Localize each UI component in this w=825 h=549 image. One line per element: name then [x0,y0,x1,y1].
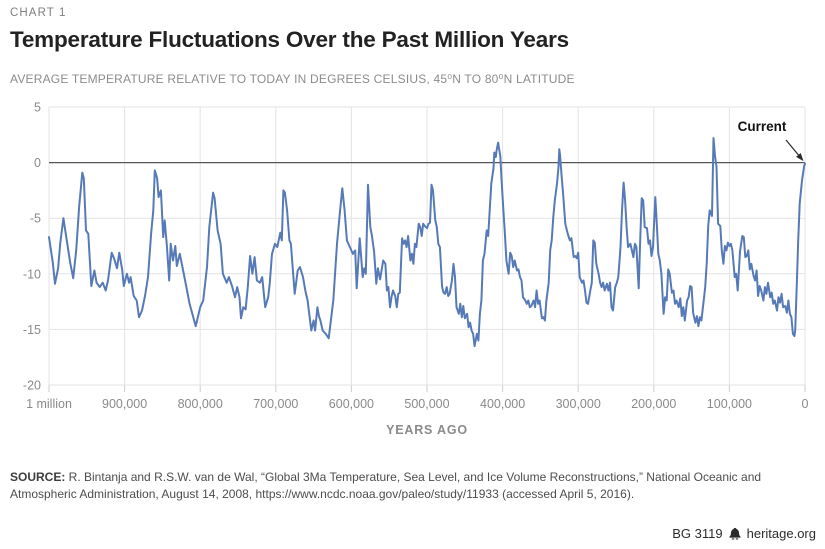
x-tick-label: 200,000 [631,397,676,411]
x-tick-label: 400,000 [480,397,525,411]
source-note: SOURCE: R. Bintanja and R.S.W. van de Wa… [10,469,761,503]
y-tick-label: 5 [34,101,41,115]
site-name: heritage.org [746,526,816,541]
chart-subtitle: AVERAGE TEMPERATURE RELATIVE TO TODAY IN… [10,72,575,86]
x-tick-label: 700,000 [253,397,298,411]
page-title: Temperature Fluctuations Over the Past M… [10,27,569,52]
source-line-2: Atmospheric Administration, August 14, 2… [10,487,635,501]
x-axis-title: YEARS AGO [386,423,468,437]
source-line-1-text: R. Bintanja and R.S.W. van de Wal, “Glob… [65,470,762,484]
chart-number-kicker: CHART 1 [10,7,67,19]
y-tick-label: -5 [30,212,41,226]
footer-credit: BG 3119 heritage.org [672,526,816,541]
x-tick-label: 500,000 [404,397,449,411]
current-annotation-arrowhead [796,153,804,162]
source-label: SOURCE: [10,470,66,484]
current-annotation-label: Current [737,119,787,134]
heritage-bell-icon [729,527,741,540]
y-tick-label: -15 [23,323,41,337]
x-tick-label: 300,000 [556,397,601,411]
y-tick-label: -10 [23,267,41,281]
report-id: BG 3119 [672,526,723,541]
temperature-series-line [48,137,806,348]
x-tick-label: 1 million [26,397,72,411]
y-tick-label: 0 [34,156,41,170]
source-line-1: SOURCE: R. Bintanja and R.S.W. van de Wa… [10,469,761,486]
x-tick-label: 600,000 [329,397,374,411]
x-tick-label: 800,000 [178,397,223,411]
y-tick-label: -20 [23,379,41,393]
x-tick-label: 0 [802,397,809,411]
x-tick-label: 900,000 [102,397,147,411]
x-tick-label: 100,000 [707,397,752,411]
